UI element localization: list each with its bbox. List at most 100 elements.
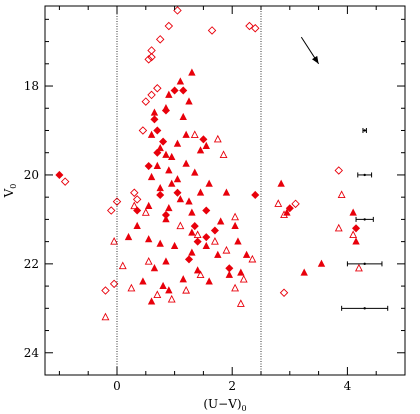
open-triangle-point [183,287,189,293]
filled-triangle-point [217,218,223,224]
filled-diamond-point [352,225,359,232]
filled-triangle-point [151,265,157,271]
open-triangle-point [120,262,126,268]
filled-triangle-point [189,69,195,75]
filled-triangle-point [145,202,151,208]
filled-triangle-point [177,196,183,202]
y-tick-label: 24 [24,346,40,360]
x-axis-label: (U−V)0 [203,397,246,413]
open-triangle-point [131,202,137,208]
filled-triangle-point [203,242,209,248]
open-triangle-point [249,256,255,262]
reddening-arrow [301,37,318,64]
open-triangle-point [154,291,160,297]
open-triangle-point [241,276,247,282]
arrow-head [312,56,319,64]
open-diamond-point [102,287,109,294]
x-tick-label: 2 [228,379,236,393]
filled-triangle-point [186,98,192,104]
filled-triangle-point [125,234,131,240]
open-triangle-point [194,231,200,237]
filled-triangle-point [174,140,180,146]
open-triangle-point [338,191,344,197]
open-diamond-point [131,189,138,196]
filled-triangle-point [160,282,166,288]
filled-diamond-point [56,171,63,178]
filled-diamond-point [211,227,218,234]
open-diamond-point [108,207,115,214]
filled-triangle-point [148,298,154,304]
open-diamond-point [142,98,149,105]
open-triangle-point [212,238,218,244]
filled-triangle-point [186,198,192,204]
open-diamond-point [208,27,215,34]
open-triangle-point [223,247,229,253]
filled-triangle-point [223,189,229,195]
filled-diamond-point [203,207,210,214]
filled-triangle-point [232,222,238,228]
filled-triangle-point [148,174,154,180]
filled-triangle-point [353,238,359,244]
filled-triangle-point [163,258,169,264]
filled-triangle-point [350,209,356,215]
dashed-lines-layer [117,6,261,375]
open-diamond-point [157,36,164,43]
open-triangle-point [169,296,175,302]
filled-diamond-point [203,234,210,241]
error-bars-layer [342,128,388,311]
filled-diamond-point [185,256,192,263]
filled-diamond-point [145,162,152,169]
open-triangle-point [350,231,356,237]
filled-diamond-point [180,87,187,94]
plot-frame [45,6,405,375]
open-triangle-point [177,222,183,228]
filled-triangle-point [180,276,186,282]
filled-diamond-point [191,222,198,229]
filled-triangle-point [157,240,163,246]
filled-triangle-point [243,251,249,257]
filled-triangle-point [189,249,195,255]
open-diamond-point [280,289,287,296]
open-triangle-point [336,225,342,231]
filled-triangle-point [183,131,189,137]
filled-diamond-point [154,127,161,134]
filled-diamond-point [174,189,181,196]
filled-diamond-point [171,87,178,94]
axis-ticks-layer [45,6,405,375]
filled-triangle-point [166,91,172,97]
open-diamond-point [335,167,342,174]
filled-diamond-point [157,191,164,198]
filled-triangle-point [134,222,140,228]
open-diamond-point [165,22,172,29]
filled-triangle-point [154,162,160,168]
filled-diamond-point [252,191,259,198]
y-tick-label: 18 [24,79,39,93]
x-tick-label: 4 [344,379,352,393]
open-triangle-point [220,151,226,157]
error-bar-center [363,218,365,220]
error-bar-center [363,263,365,265]
filled-triangle-point [166,205,172,211]
filled-triangle-point [278,180,284,186]
error-bar-center [363,129,365,131]
open-triangle-point [143,209,149,215]
filled-triangle-point [192,169,198,175]
filled-triangle-point [145,236,151,242]
filled-triangle-point [171,242,177,248]
filled-diamond-point [162,211,169,218]
filled-triangle-point [197,189,203,195]
y-axis-label: V0 [2,184,18,199]
open-triangle-point [356,265,362,271]
open-diamond-point [62,178,69,185]
filled-triangle-point [163,151,169,157]
x-tick-label: 0 [113,379,121,393]
error-bar-center [363,174,365,176]
open-diamond-point [134,196,141,203]
filled-triangle-point [140,278,146,284]
filled-diamond-point [159,138,166,145]
filled-triangle-point [318,260,324,266]
error-bar-center [363,307,365,309]
filled-diamond-point [151,116,158,123]
